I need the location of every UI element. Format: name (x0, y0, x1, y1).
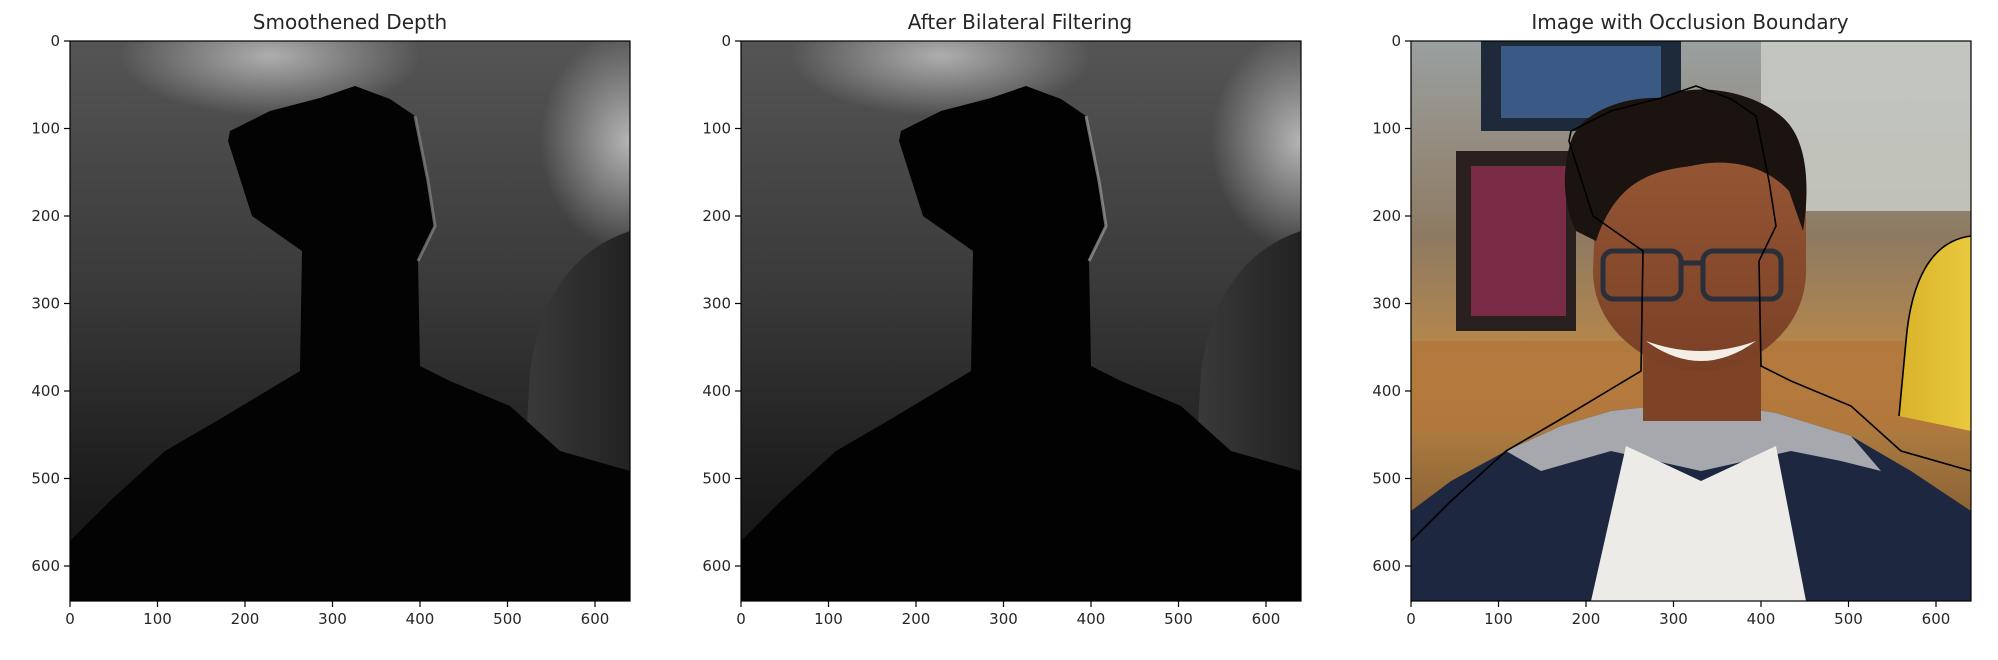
panel-2-title: After Bilateral Filtering (908, 10, 1132, 34)
panel-3-image (1410, 40, 1972, 602)
x-tick-label: 0 (65, 610, 75, 628)
y-tick-label: 200 (1372, 207, 1401, 225)
panel-1-frame (69, 40, 631, 602)
depth-silhouette (741, 86, 1301, 601)
panel-1-title: Smoothened Depth (253, 10, 447, 34)
panel-3-title: Image with Occlusion Boundary (1531, 10, 1848, 34)
depth-shadow-right (525, 231, 630, 471)
y-tick-label: 300 (31, 295, 60, 313)
y-tick-label: 500 (702, 470, 731, 488)
x-tick-label: 300 (318, 610, 347, 628)
y-tick-label: 0 (50, 32, 60, 50)
depth-silhouette (70, 86, 630, 601)
x-tick-label: 100 (814, 610, 843, 628)
x-tick-label: 600 (1922, 610, 1951, 628)
x-tick-label: 500 (1164, 610, 1193, 628)
x-tick-label: 200 (231, 610, 260, 628)
x-tick-label: 500 (493, 610, 522, 628)
y-tick-label: 600 (702, 557, 731, 575)
tshirt (1591, 446, 1806, 601)
panel-occlusion-boundary: Image with Occlusion Boundary (1410, 10, 1972, 602)
yellow-jacket (1899, 236, 1971, 431)
x-tick-label: 400 (406, 610, 435, 628)
depth-edge-highlight (1084, 115, 1108, 262)
y-tick-label: 500 (31, 470, 60, 488)
panel-3-frame (1410, 40, 1972, 602)
y-tick-label: 300 (1372, 295, 1401, 313)
y-tick-label: 400 (1372, 382, 1401, 400)
x-tick-label: 100 (1484, 610, 1513, 628)
depth-glow-right (1211, 41, 1301, 251)
y-tick-label: 100 (1372, 120, 1401, 138)
hair (1564, 89, 1807, 241)
y-tick-label: 600 (31, 557, 60, 575)
y-tick-label: 500 (1372, 470, 1401, 488)
occlusion-boundary (1411, 85, 1971, 542)
y-tick-label: 600 (1372, 557, 1401, 575)
x-tick-label: 600 (1252, 610, 1281, 628)
y-tick-label: 0 (721, 32, 731, 50)
panel-1-image (69, 40, 631, 602)
y-tick-label: 400 (31, 382, 60, 400)
x-tick-label: 600 (581, 610, 610, 628)
y-tick-label: 100 (31, 120, 60, 138)
depth-edge-highlight (413, 115, 437, 262)
panel-smoothened-depth: Smoothened Depth (69, 10, 631, 602)
panel-2-frame (740, 40, 1302, 602)
poster-left-inner (1471, 166, 1566, 316)
occlusion-boundary-right (1898, 235, 1971, 417)
x-tick-label: 200 (902, 610, 931, 628)
x-tick-label: 0 (736, 610, 746, 628)
y-tick-label: 200 (31, 207, 60, 225)
smile (1646, 341, 1756, 361)
x-tick-label: 300 (989, 610, 1018, 628)
x-tick-label: 500 (1834, 610, 1863, 628)
y-tick-label: 400 (702, 382, 731, 400)
depth-glow-right (540, 41, 630, 251)
y-tick-label: 200 (702, 207, 731, 225)
panel-bilateral-filtering: After Bilateral Filtering (740, 10, 1302, 602)
x-tick-label: 400 (1077, 610, 1106, 628)
glasses-right-lens (1700, 248, 1784, 302)
x-tick-label: 0 (1406, 610, 1416, 628)
depth-shadow-right (1196, 231, 1301, 471)
x-tick-label: 300 (1659, 610, 1688, 628)
y-tick-label: 300 (702, 295, 731, 313)
hood (1506, 401, 1881, 471)
y-tick-label: 100 (702, 120, 731, 138)
y-tick-label: 0 (1391, 32, 1401, 50)
axes-layer: 0 100 200 300 400 500 600 0 100 200 300 400 500 600 0 1… (31, 32, 1950, 628)
x-tick-label: 200 (1572, 610, 1601, 628)
panel-2-image (740, 40, 1302, 602)
x-tick-label: 100 (143, 610, 172, 628)
x-tick-label: 400 (1747, 610, 1776, 628)
